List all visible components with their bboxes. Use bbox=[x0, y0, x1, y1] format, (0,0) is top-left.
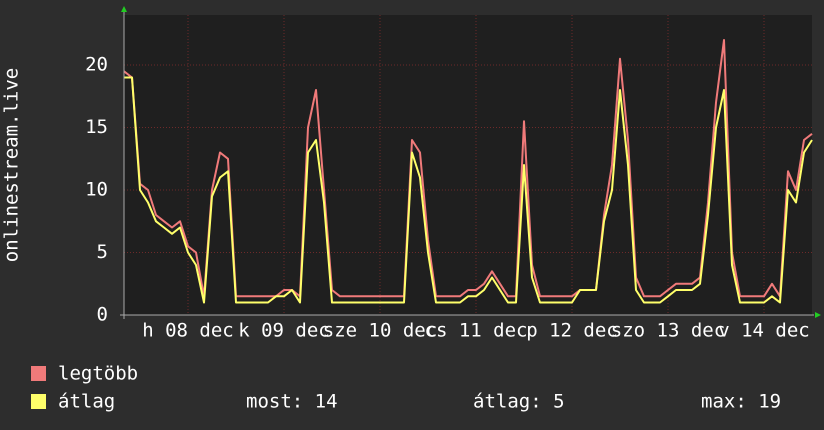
series-line bbox=[123, 39, 813, 298]
legend-stat: most: 14 bbox=[246, 391, 338, 413]
x-tick-label: sze 10 dec bbox=[323, 320, 437, 342]
series-line bbox=[124, 76, 813, 304]
legend-label: átlag bbox=[58, 391, 115, 413]
y-axis-arrow bbox=[121, 6, 127, 12]
y-tick-label: 20 bbox=[85, 54, 108, 76]
y-tick-label: 0 bbox=[97, 304, 108, 326]
x-tick-label: szo 13 dec bbox=[611, 320, 725, 342]
legend-stat: átlag: 5 bbox=[473, 391, 565, 413]
y-tick-label: 5 bbox=[97, 241, 108, 263]
plot-area bbox=[124, 15, 812, 315]
y-tick-label: 15 bbox=[85, 116, 108, 138]
x-tick-label: k 09 dec bbox=[238, 320, 330, 342]
x-tick-label: v 14 dec bbox=[718, 320, 810, 342]
x-tick-label: h 08 dec bbox=[142, 320, 234, 342]
legend-stat: max: 19 bbox=[701, 391, 781, 413]
y-tick-label: 10 bbox=[85, 179, 108, 201]
legend-swatch bbox=[31, 394, 46, 409]
x-tick-label: cs 11 dec bbox=[425, 320, 528, 342]
x-tick-label: p 12 dec bbox=[526, 320, 618, 342]
legend-swatch bbox=[31, 366, 46, 381]
x-axis-arrow bbox=[815, 312, 821, 318]
y-axis-label: onlinestream.live bbox=[1, 68, 23, 262]
legend-label: legtöbb bbox=[58, 363, 138, 385]
